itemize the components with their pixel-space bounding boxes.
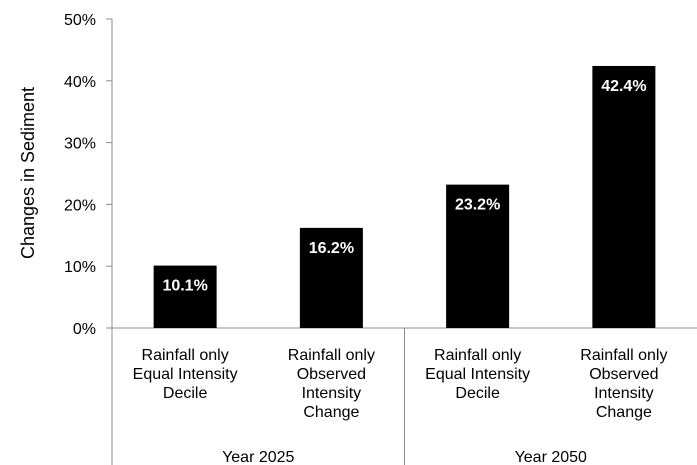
y-tick-label: 10%	[64, 259, 96, 276]
y-tick-label: 0%	[73, 321, 96, 338]
category-label: Rainfall only Equal Intensity Decile	[425, 347, 530, 402]
y-tick-label: 20%	[64, 197, 96, 214]
bar-data-label: 10.1%	[162, 278, 207, 295]
category-label-line: Decile	[455, 385, 500, 402]
bar-layer	[153, 65, 656, 328]
category-label-line: Decile	[163, 385, 208, 402]
category-label-line: Rainfall only	[434, 347, 521, 364]
bar-data-label: 23.2%	[455, 197, 500, 214]
category-label-line: Rainfall only	[580, 347, 667, 364]
category-label: Rainfall only Observed Intensity Change	[580, 347, 667, 421]
category-label: Rainfall only Equal Intensity Decile	[133, 347, 238, 402]
bar-data-label: 16.2%	[309, 240, 354, 257]
category-label-line: Rainfall only	[142, 347, 229, 364]
group-label: Year 2050	[515, 449, 587, 465]
category-label: Rainfall only Observed Intensity Change	[288, 347, 375, 421]
bar	[153, 265, 217, 328]
category-label-line: Equal Intensity	[133, 366, 238, 383]
category-label-line: Observed	[589, 366, 658, 383]
category-label-line: Equal Intensity	[425, 366, 530, 383]
bar	[592, 65, 656, 328]
y-tick-label: 30%	[64, 136, 96, 153]
axis-layer: 0% 10% 20% 30% 40% 50%	[64, 12, 697, 465]
category-label-line: Intensity	[594, 385, 654, 402]
y-axis-label: Changes in Sediment	[18, 87, 38, 259]
y-tick-label: 50%	[64, 12, 96, 29]
group-label: Year 2025	[222, 449, 294, 465]
bar	[299, 227, 363, 328]
category-label-line: Observed	[297, 366, 366, 383]
category-label-line: Change	[303, 404, 359, 421]
label-layer: Year 2025 Year 2050 10.1% Rainfall only Equa…	[133, 78, 668, 465]
category-label-line: Intensity	[302, 385, 362, 402]
category-label-line: Rainfall only	[288, 347, 375, 364]
bar-data-label: 42.4%	[601, 78, 646, 95]
category-label-line: Change	[596, 404, 652, 421]
bar	[446, 184, 510, 328]
y-tick-label: 40%	[64, 74, 96, 91]
